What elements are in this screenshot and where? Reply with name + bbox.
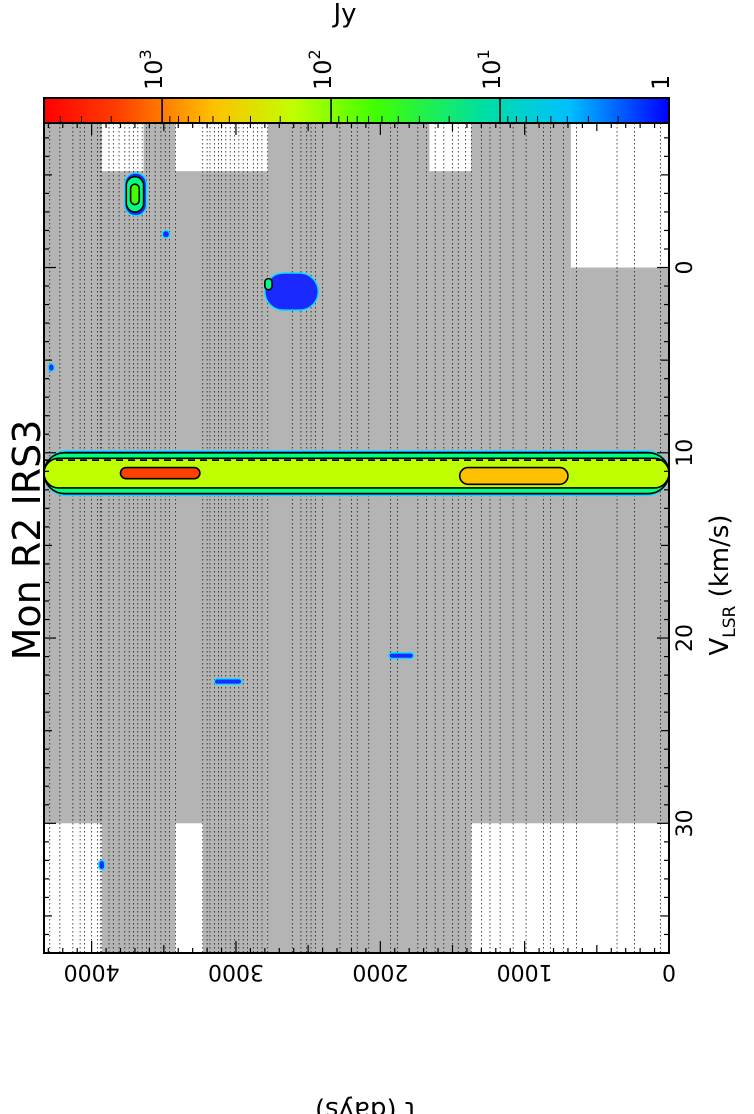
emission-feature <box>388 652 415 660</box>
observed-block <box>429 171 472 953</box>
emission-feature <box>47 363 55 372</box>
y-axis-label: t (days) <box>315 1095 415 1114</box>
emission-feature <box>213 678 243 686</box>
x-tick-label: 10 <box>673 439 698 467</box>
y-tick-labels: 0 1000 2000 3000 4000 <box>64 959 676 984</box>
emission-features <box>44 172 669 871</box>
colorbar-tick-base: 10 <box>478 59 506 90</box>
observed-block <box>202 823 268 953</box>
colorbar-tick-exponent: 2 <box>305 49 324 59</box>
x-tick-label: 30 <box>673 809 698 837</box>
y-tick-label: 0 <box>662 959 676 984</box>
colorbar-tick-exponent: 3 <box>136 49 155 59</box>
colorbar-tick-label: 103 <box>136 49 168 90</box>
x-tick-label: 20 <box>673 624 698 652</box>
emission-contour <box>129 183 141 206</box>
axis-ticks <box>44 123 670 954</box>
emission-feature <box>161 229 171 239</box>
colorbar-tick-base: 1 <box>647 75 675 90</box>
plot-area <box>43 122 670 954</box>
plot-frame <box>43 122 670 954</box>
emission-contour <box>119 466 201 480</box>
observed-block <box>267 123 430 953</box>
colorbar-tick-exponent: 1 <box>474 49 493 59</box>
emission-contour <box>264 277 273 291</box>
colorbar-tick-label: 102 <box>305 49 337 90</box>
observed-block <box>175 171 268 824</box>
x-axis-label-main: V <box>705 638 735 656</box>
observed-block <box>570 267 669 824</box>
observed-block <box>143 123 176 953</box>
observed-block <box>101 171 144 953</box>
colorbar-ticks <box>43 98 670 123</box>
x-axis-label-unit: (km/s) <box>705 514 735 605</box>
emission-feature <box>264 272 319 311</box>
observed-block <box>409 823 472 926</box>
colorbar-tick-label: 101 <box>474 49 506 90</box>
x-axis-label-subscript: LSR <box>720 606 740 638</box>
observed-blocks <box>44 123 669 953</box>
x-axis-label: VLSR (km/s) <box>705 514 740 655</box>
y-tick-label: 3000 <box>208 959 264 984</box>
colorbar-tick-base: 10 <box>309 59 337 90</box>
y-tick-label: 1000 <box>497 959 553 984</box>
chart-title: Mon R2 IRS3 <box>5 420 49 661</box>
colorbar-tick-label: 1 <box>647 75 675 90</box>
colorbar-label: Jy <box>331 0 356 29</box>
emission-feature <box>98 859 106 871</box>
x-tick-label: 0 <box>673 261 698 275</box>
x-tick-labels: 0 10 20 30 <box>673 261 698 838</box>
colorbar-gradient <box>43 97 670 124</box>
y-tick-label: 4000 <box>64 959 120 984</box>
y-tick-label: 2000 <box>352 959 408 984</box>
emission-contour <box>458 466 569 486</box>
colorbar-tick-base: 10 <box>140 59 168 90</box>
